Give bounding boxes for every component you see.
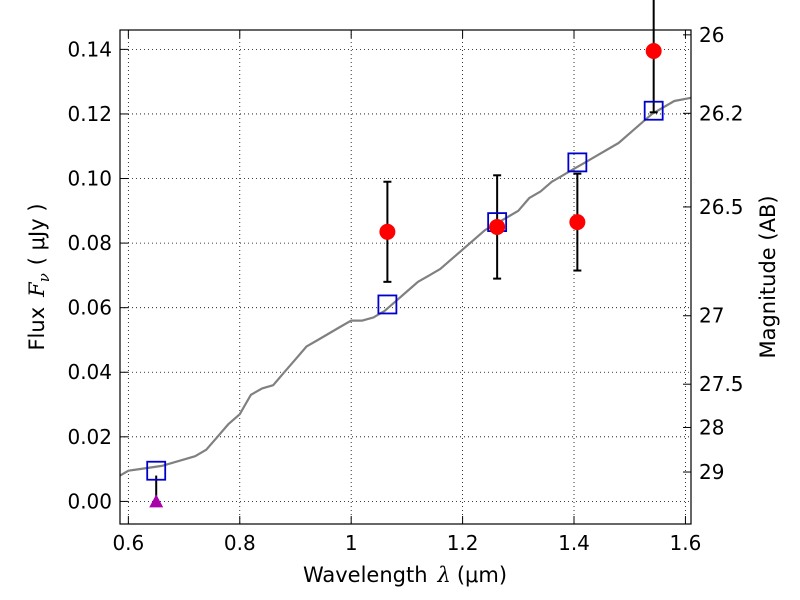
upper-limit-triangle-0 [149, 494, 164, 508]
x-tick-label-1: 0.8 [224, 531, 256, 555]
spectrum-line [119, 96, 692, 477]
y-axis-subscript: ν [35, 273, 53, 282]
y-axis-label: Flux [25, 307, 49, 351]
y2-tick-label-0: 26 [699, 23, 724, 47]
x-axis-label: Wavelength [303, 563, 428, 587]
model-spectrum [119, 96, 692, 477]
plot-frame [119, 29, 692, 525]
error-bars [155, 0, 658, 502]
y2-tick-label-3: 27 [699, 304, 724, 328]
observed-point-1 [489, 218, 506, 235]
model-square-point-4 [643, 100, 664, 121]
x-axis-unit: (μm) [457, 563, 507, 587]
y-axis-unit: ( μJy ) [25, 203, 49, 265]
x-tick-label-4: 1.4 [558, 531, 590, 555]
y-tick-label-3: 0.06 [67, 296, 112, 320]
y2-axis-title: Magnitude (AB) [756, 195, 780, 358]
y2-tick-label-1: 26.2 [699, 101, 744, 125]
observed-point-0 [379, 223, 396, 240]
y-axis-symbol: F [25, 281, 49, 298]
y-tick-label-0: 0.00 [67, 489, 112, 513]
y-tick-label-1: 0.02 [67, 425, 112, 449]
y-tick-label-4: 0.08 [67, 231, 112, 255]
data-markers [146, 42, 664, 508]
y-tick-label-6: 0.12 [67, 102, 112, 126]
y-axis-title: Flux Fν ( μJy ) [25, 203, 53, 350]
x-axis-symbol: λ [437, 563, 451, 587]
y-tick-label-5: 0.10 [67, 167, 112, 191]
y2-tick-label-2: 26.5 [699, 195, 744, 219]
y-tick-label-7: 0.14 [67, 37, 112, 61]
x-axis-title: Wavelength λ (μm) [303, 563, 507, 587]
axis-ticks: 0.6 0.8 1 1.2 1.4 1.6 0.00 0.02 0.04 0.06 0.08 0.10… [67, 23, 743, 555]
y2-tick-label-6: 29 [699, 460, 724, 484]
y2-tick-label-4: 27.5 [699, 372, 744, 396]
x-tick-label-3: 1.2 [447, 531, 479, 555]
model-square-point-1 [377, 294, 398, 315]
y2-tick-label-5: 28 [699, 415, 724, 439]
x-tick-label-0: 0.6 [112, 531, 144, 555]
observed-point-3 [645, 42, 662, 59]
observed-point-2 [569, 214, 586, 231]
model-square-point-0 [146, 460, 167, 481]
y-tick-label-2: 0.04 [67, 360, 112, 384]
x-tick-label-2: 1 [345, 531, 358, 555]
x-tick-label-5: 1.6 [670, 531, 702, 555]
model-square-point-3 [567, 152, 588, 173]
